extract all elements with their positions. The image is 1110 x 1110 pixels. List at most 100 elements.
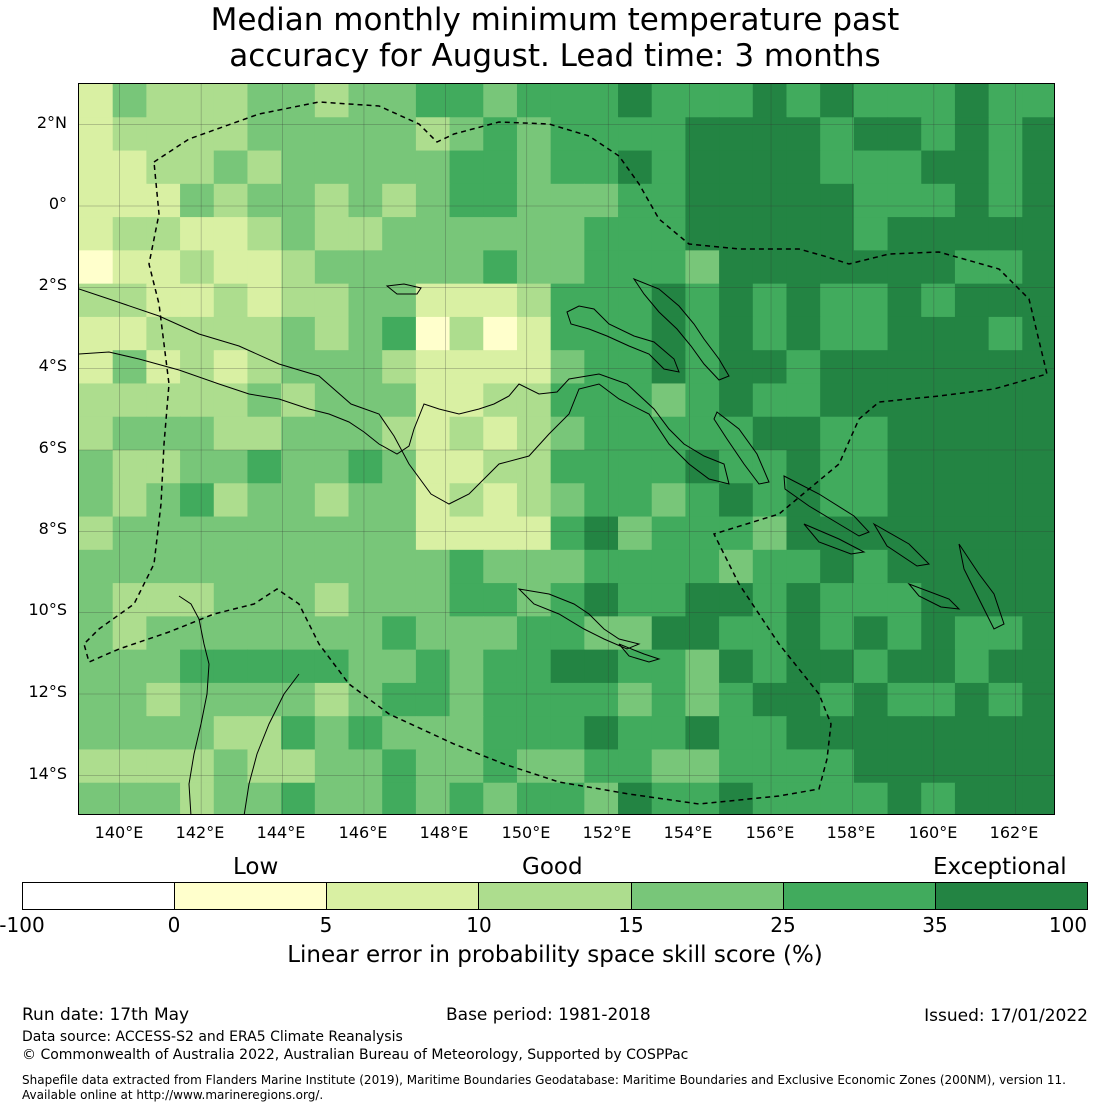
skill-cell — [1022, 649, 1054, 684]
skill-cell — [887, 117, 922, 152]
skill-cell — [112, 383, 147, 418]
skill-cell — [988, 117, 1023, 152]
skill-cell — [988, 316, 1023, 351]
skill-cell — [213, 682, 249, 717]
skill-cell — [719, 516, 754, 551]
skill-cell — [112, 583, 147, 617]
skill-cell — [1022, 682, 1054, 717]
skill-cell — [79, 749, 114, 784]
skill-cell — [988, 749, 1023, 784]
skill-cell — [820, 150, 855, 185]
skill-cell — [348, 316, 383, 351]
skill-cell — [786, 749, 821, 784]
skill-cell — [146, 782, 181, 814]
skill-cell — [719, 217, 754, 251]
skill-cell — [618, 283, 653, 318]
skill-cell — [853, 483, 889, 518]
skill-cell — [415, 117, 451, 152]
skill-cell — [954, 583, 990, 617]
skill-cell — [752, 250, 788, 285]
skill-cell — [1022, 616, 1054, 651]
skill-cell — [382, 749, 417, 784]
skill-cell — [752, 316, 788, 351]
colorbar-tick: 15 — [618, 913, 644, 937]
skill-cell — [112, 749, 147, 784]
shapefile-credit-line-1: Shapefile data extracted from Flanders M… — [22, 1073, 1066, 1087]
skill-cell — [651, 217, 687, 251]
skill-cell — [112, 450, 147, 484]
skill-cell — [618, 84, 653, 118]
skill-cell — [584, 483, 619, 518]
skill-cell — [382, 183, 417, 218]
lon-tick-label: 144°E — [256, 823, 306, 842]
skill-cell — [449, 350, 484, 385]
skill-cell — [685, 316, 720, 351]
skill-cell — [786, 383, 821, 418]
skill-cell — [550, 716, 585, 751]
skill-cell — [550, 516, 585, 551]
lat-tick-label: 6°S — [38, 438, 67, 457]
skill-cell — [719, 616, 754, 651]
skill-cell — [954, 84, 990, 118]
skill-cell — [584, 716, 619, 751]
skill-cell — [314, 217, 350, 251]
skill-cell — [112, 117, 147, 152]
title-line-1: Median monthly minimum temperature past — [210, 2, 900, 38]
skill-cell — [483, 150, 518, 185]
skill-cell — [584, 283, 619, 318]
skill-cell — [752, 450, 788, 484]
skill-cell — [921, 716, 956, 751]
skill-cell — [820, 350, 855, 385]
skill-cell — [247, 616, 282, 651]
skill-cell — [348, 350, 383, 385]
skill-cell — [79, 649, 114, 684]
skill-cell — [584, 117, 619, 152]
skill-cell — [146, 350, 181, 385]
lon-tick-label: 140°E — [94, 823, 144, 842]
skill-cell — [921, 217, 956, 251]
skill-cell — [79, 450, 114, 484]
skill-cell — [1022, 183, 1054, 218]
skill-cell — [685, 383, 720, 418]
skill-cell — [314, 716, 350, 751]
shapefile-credit-line-2: Available online at http://www.marinereg… — [22, 1088, 324, 1102]
coastlines — [79, 277, 1005, 814]
skill-cell — [685, 549, 720, 584]
skill-cell — [584, 416, 619, 451]
skill-cell — [247, 583, 282, 617]
skill-cell — [820, 283, 855, 318]
skill-cell — [247, 682, 282, 717]
skill-cell — [550, 450, 585, 484]
skill-cell — [382, 583, 417, 617]
skill-cell — [382, 649, 417, 684]
skill-cell — [752, 84, 788, 118]
skill-cell — [651, 716, 687, 751]
skill-cell — [247, 782, 282, 814]
skill-cell — [921, 84, 956, 118]
skill-cell — [483, 483, 518, 518]
skill-cell — [180, 217, 215, 251]
skill-cell — [516, 316, 552, 351]
southeast-islands-coast — [517, 588, 661, 663]
skill-cell — [954, 316, 990, 351]
skill-cell — [180, 250, 215, 285]
skill-cell — [516, 416, 552, 451]
skill-cell — [921, 150, 956, 185]
solomon-islands-coast — [783, 475, 1005, 630]
skill-cell — [550, 150, 585, 185]
skill-cell — [719, 782, 754, 814]
skill-cell — [146, 117, 181, 152]
skill-cell — [1022, 150, 1054, 185]
skill-cell — [685, 682, 720, 717]
skill-cell — [954, 183, 990, 218]
skill-cell — [213, 283, 249, 318]
skill-cell — [281, 616, 316, 651]
skill-cell — [618, 217, 653, 251]
skill-cell — [685, 117, 720, 152]
skill-cell — [483, 183, 518, 218]
skill-cell — [584, 749, 619, 784]
skill-cell — [415, 716, 451, 751]
skill-cell — [516, 549, 552, 584]
skill-cell — [550, 583, 585, 617]
lon-tick-label: 156°E — [745, 823, 795, 842]
